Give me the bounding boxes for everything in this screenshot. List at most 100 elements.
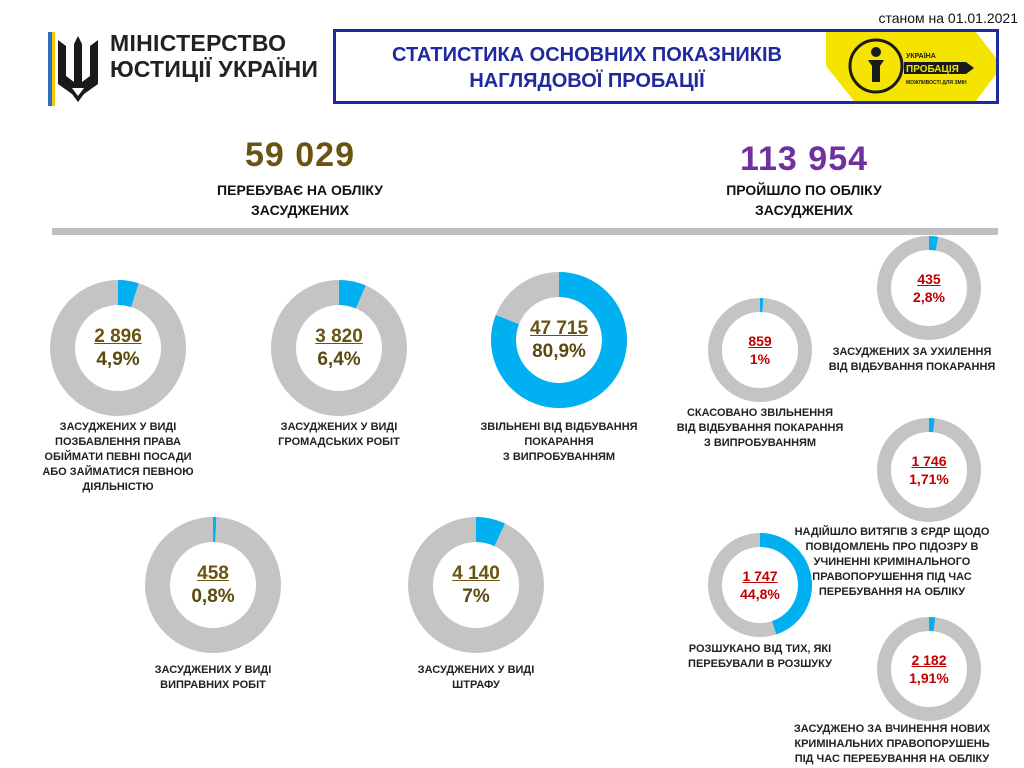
section-divider <box>52 228 998 235</box>
total-registered-value: 59 029 <box>245 136 355 174</box>
donut-caption: СКАСОВАНО ЗВІЛЬНЕННЯ ВІД ВІДБУВАННЯ ПОКАР… <box>650 406 870 451</box>
donut-caption-line: ПОЗБАВЛЕННЯ ПРАВА <box>55 436 181 448</box>
donut-caption: ЗАСУДЖЕНИХ У ВИДІ ГРОМАДСЬКИХ РОБІТ <box>239 420 439 450</box>
donut-value-label: 1 747 <box>742 568 778 584</box>
donut-caption-line: ОБІЙМАТИ ПЕВНІ ПОСАДИ <box>44 451 192 463</box>
donut-caption-line: ЗВІЛЬНЕНІ ВІД ВІДБУВАННЯ <box>480 421 638 433</box>
title-line-2: НАГЛЯДОВОЇ ПРОБАЦІЇ <box>469 70 705 92</box>
donut-chart-2 <box>271 280 407 416</box>
donut-value-label: 1 746 <box>911 453 947 469</box>
donut-slice-share <box>877 418 981 522</box>
probation-logo: УКРАЇНА ПРОБАЦІЯ МОЖЛИВОСТІ ДЛЯ ЗМІН <box>826 32 996 101</box>
total-registered-label-1: ПЕРЕБУВАЄ НА ОБЛІКУ <box>217 182 383 198</box>
donut-caption: ЗАСУДЖЕНИХ У ВИДІ ПОЗБАВЛЕННЯ ПРАВА ОБІЙМА… <box>18 420 218 495</box>
total-passed-value: 113 954 <box>739 140 869 178</box>
donut-caption-line: ВІД ВІДБУВАННЯ ПОКАРАННЯ <box>828 361 996 373</box>
donut-slice-share <box>271 280 407 416</box>
donut-ring-remainder <box>877 418 981 522</box>
title-banner: СТАТИСТИКА ОСНОВНИХ ПОКАЗНИКІВ НАГЛЯДОВО… <box>333 29 999 104</box>
donut-value-label: 2 896 <box>94 326 142 347</box>
donut-chart-1 <box>50 280 186 416</box>
ukraine-trident-icon <box>48 32 98 106</box>
donut-caption: ЗАСУДЖЕНИХ У ВИДІ ШТРАФУ <box>366 663 586 693</box>
donut-slice-share <box>708 298 812 402</box>
donut-caption-line: ЗАСУДЖЕНИХ У ВИДІ <box>154 664 272 676</box>
donut-value-label: 859 <box>748 333 772 349</box>
donut-caption-line: ЗАСУДЖЕНИХ У ВИДІ <box>280 421 398 433</box>
donut-slice-share <box>145 517 281 653</box>
donut-caption-line: ЗАСУДЖЕНИХ У ВИДІ <box>417 664 535 676</box>
donut-ring-remainder <box>145 517 281 653</box>
donut-caption-line: ВІД ВІДБУВАННЯ ПОКАРАННЯ <box>676 422 844 434</box>
total-passed-label: ПРОЙШЛО ПО ОБЛІКУ ЗАСУДЖЕНИХ <box>664 180 944 220</box>
donut-chart-8 <box>877 418 981 522</box>
ministry-line-2: ЮСТИЦІЇ УКРАЇНИ <box>110 56 319 82</box>
donut-caption: НАДІЙШЛО ВИТЯГІВ З ЄРДР ЩОДО ПОВІДОМЛЕНЬ … <box>762 525 1022 600</box>
total-passed-label-2: ЗАСУДЖЕНИХ <box>755 202 853 218</box>
donut-ring-remainder <box>408 517 544 653</box>
donut-chart-9 <box>708 533 812 637</box>
donut-value-label: 47 715 <box>529 318 589 339</box>
report-date: станом на 01.01.2021 <box>878 10 1018 26</box>
donut-percent-label: 2,8% <box>913 289 945 305</box>
donut-caption: ЗАСУДЖЕНО ЗА ВЧИНЕННЯ НОВИХ КРИМІНАЛЬНИХ … <box>762 722 1022 767</box>
donut-slice-share <box>408 517 544 653</box>
donut-caption-line: СКАСОВАНО ЗВІЛЬНЕННЯ <box>686 407 834 419</box>
donut-chart-4 <box>145 517 281 653</box>
donut-chart-10 <box>877 617 981 721</box>
donut-caption-line: ПОКАРАННЯ <box>524 436 594 448</box>
donut-chart-5 <box>408 517 544 653</box>
ministry-name: МІНІСТЕРСТВО ЮСТИЦІЇ УКРАЇНИ <box>110 30 318 82</box>
donut-caption-line: З ВИПРОБУВАННЯМ <box>502 451 616 463</box>
donut-caption: ЗАСУДЖЕНИХ У ВИДІ ВИПРАВНИХ РОБІТ <box>103 663 323 693</box>
donut-slice-share <box>877 236 981 340</box>
donut-caption-line: АБО ЗАЙМАТИСЯ ПЕВНОЮ <box>42 466 194 478</box>
donut-caption-line: ШТРАФУ <box>452 679 500 691</box>
donut-caption: РОЗШУКАНО ВІД ТИХ, ЯКІ ПЕРЕБУВАЛИ В РОЗШУ… <box>650 642 870 672</box>
donut-ring-remainder <box>271 280 407 416</box>
donut-caption-line: ЗАСУДЖЕНИХ ЗА УХИЛЕННЯ <box>832 346 992 358</box>
ministry-line-1: МІНІСТЕРСТВО <box>110 30 287 56</box>
donut-caption-line: ВИПРАВНИХ РОБІТ <box>160 679 266 691</box>
donut-caption-line: ЗАСУДЖЕНО ЗА ВЧИНЕННЯ НОВИХ <box>793 723 991 735</box>
donut-caption-line: ПІД ЧАС ПЕРЕБУВАННЯ НА ОБЛІКУ <box>794 753 990 765</box>
donut-caption: ЗВІЛЬНЕНІ ВІД ВІДБУВАННЯ ПОКАРАННЯ З ВИПРО… <box>459 420 659 465</box>
donut-caption-line: ДІЯЛЬНІСТЮ <box>82 481 154 493</box>
total-registered-label-2: ЗАСУДЖЕНИХ <box>251 202 349 218</box>
donut-slice-share <box>491 272 627 408</box>
donut-chart-3 <box>491 272 627 408</box>
donut-ring-remainder <box>877 617 981 721</box>
donut-slice-share <box>50 280 186 416</box>
donut-slice-share <box>877 617 981 721</box>
logo-text-2: ПРОБАЦІЯ <box>906 64 959 75</box>
donut-caption-line: ПЕРЕБУВАЛИ В РОЗШУКУ <box>688 658 832 670</box>
donut-caption: ЗАСУДЖЕНИХ ЗА УХИЛЕННЯ ВІД ВІДБУВАННЯ ПОК… <box>802 345 1022 375</box>
donut-value-label: 458 <box>197 563 229 584</box>
donut-caption-line: НАДІЙШЛО ВИТЯГІВ З ЄРДР ЩОДО <box>794 526 990 538</box>
logo-text-3: МОЖЛИВОСТІ ДЛЯ ЗМІН <box>906 80 967 86</box>
donut-chart-7 <box>877 236 981 340</box>
donut-caption-line: УЧИНЕННІ КРИМІНАЛЬНОГО <box>813 556 971 568</box>
donut-value-label: 2 182 <box>911 652 947 668</box>
title-line-1: СТАТИСТИКА ОСНОВНИХ ПОКАЗНИКІВ <box>392 44 782 66</box>
donut-percent-label: 1,91% <box>909 670 949 686</box>
donut-percent-label: 1,71% <box>909 471 949 487</box>
donut-chart-6 <box>708 298 812 402</box>
donut-percent-label: 44,8% <box>740 586 780 602</box>
logo-text-1: УКРАЇНА <box>906 52 936 60</box>
donut-caption-line: КРИМІНАЛЬНИХ ПРАВОПОРУШЕНЬ <box>794 738 990 750</box>
donut-ring-remainder <box>50 280 186 416</box>
donut-caption-line: ПЕРЕБУВАННЯ НА ОБЛІКУ <box>818 586 966 598</box>
donut-percent-label: 1% <box>749 351 771 367</box>
donut-value-label: 4 140 <box>452 563 500 584</box>
donut-ring-remainder <box>877 236 981 340</box>
donut-value-label: 435 <box>917 271 941 287</box>
donut-value-label: 3 820 <box>315 326 363 347</box>
donut-caption-line: ЗАСУДЖЕНИХ У ВИДІ <box>59 421 177 433</box>
donut-percent-label: 7% <box>462 586 490 607</box>
total-registered-label: ПЕРЕБУВАЄ НА ОБЛІКУ ЗАСУДЖЕНИХ <box>160 180 440 220</box>
donut-percent-label: 80,9% <box>532 341 586 362</box>
donut-percent-label: 6,4% <box>317 349 361 370</box>
donut-caption-line: РОЗШУКАНО ВІД ТИХ, ЯКІ <box>688 643 832 655</box>
donut-caption-line: ПОВІДОМЛЕНЬ ПРО ПІДОЗРУ В <box>805 541 979 553</box>
